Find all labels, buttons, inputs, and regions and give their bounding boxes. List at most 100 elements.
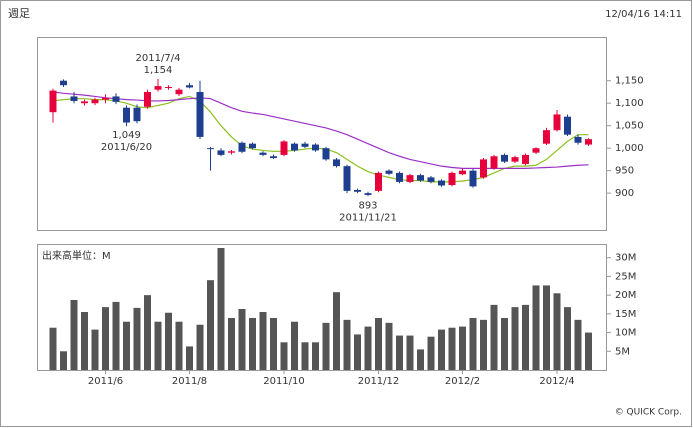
candle-body <box>81 101 88 104</box>
candle-body <box>448 172 456 186</box>
candle-body <box>301 143 309 147</box>
volume-bar <box>175 321 183 370</box>
annotation-date: 2011/7/4 <box>136 53 181 64</box>
candle-body <box>259 152 267 155</box>
candle-body <box>364 193 372 195</box>
volume-bar <box>270 317 277 370</box>
volume-bar <box>322 322 330 370</box>
volume-bar <box>165 312 172 370</box>
candle-body <box>343 166 351 191</box>
x-tick-label: 2011/8 <box>172 376 207 387</box>
candle-body <box>123 107 130 123</box>
candle-body <box>217 150 225 155</box>
annotation-date: 2011/11/21 <box>339 212 397 223</box>
candle-body <box>144 91 151 107</box>
candle-body <box>175 89 183 95</box>
price-panel <box>37 37 607 231</box>
volume-bar <box>70 300 78 370</box>
volume-bar <box>291 321 298 370</box>
volume-bar <box>585 332 592 370</box>
volume-bar <box>564 307 571 370</box>
volume-bar <box>375 317 382 370</box>
volume-bar <box>60 351 67 370</box>
candle-body <box>396 172 403 182</box>
volume-bar <box>406 335 414 370</box>
candle-body <box>322 148 330 160</box>
y-tick-label: 15M <box>615 309 636 320</box>
timestamp: 12/04/16 14:11 <box>605 9 682 20</box>
volume-bar <box>280 342 288 370</box>
x-tick-label: 2011/6 <box>88 376 123 387</box>
y-tick-label: 1,050 <box>615 121 644 132</box>
volume-bar <box>196 324 204 370</box>
y-tick-label: 1,150 <box>615 76 644 87</box>
candle-body <box>532 148 540 153</box>
candle-body <box>553 114 561 131</box>
volume-bar <box>553 293 561 370</box>
x-tick-label: 2011/10 <box>263 376 305 387</box>
y-tick-label: 900 <box>615 188 634 199</box>
y-tick-label: 20M <box>615 290 636 301</box>
candle-body <box>375 172 382 191</box>
candle-body <box>154 86 162 90</box>
volume-bar <box>574 319 582 370</box>
title: 週足 <box>8 7 30 20</box>
candle-body <box>522 154 529 164</box>
volume-bar <box>133 307 141 370</box>
candle-body <box>501 154 508 162</box>
volume-bar <box>249 317 256 370</box>
volume-bar <box>354 334 361 370</box>
candle-body <box>427 177 435 182</box>
candle-body <box>228 151 235 153</box>
moving-average <box>52 91 589 169</box>
candle-body <box>270 156 277 159</box>
volume-bar <box>532 285 540 370</box>
candle-body <box>459 170 466 175</box>
volume-bar <box>301 342 309 370</box>
volume-bar <box>228 317 235 370</box>
candle-body <box>480 159 487 178</box>
moving-average <box>52 95 589 183</box>
x-tick-label: 2012/2 <box>445 376 480 387</box>
candle-body <box>511 157 519 162</box>
candle-body <box>574 136 582 143</box>
candle-body <box>133 107 141 122</box>
volume-bar <box>385 322 393 370</box>
volume-bar <box>511 307 519 370</box>
candle-body <box>60 80 67 86</box>
candle-body <box>385 170 393 174</box>
candle-body <box>291 143 298 151</box>
y-tick-label: 10M <box>615 328 636 339</box>
volume-bar <box>144 295 151 370</box>
volume-bar <box>448 327 456 370</box>
volume-bar <box>112 301 120 370</box>
volume-bar <box>102 307 109 370</box>
candle-body <box>354 189 361 192</box>
volume-bar <box>217 247 225 370</box>
volume-bar <box>81 311 88 370</box>
annotation-date: 2011/6/20 <box>101 142 152 153</box>
annotation-value: 1,049 <box>112 130 141 141</box>
volume-bar <box>333 292 340 370</box>
volume-bar <box>343 319 351 370</box>
x-tick-label: 2012/4 <box>539 376 574 387</box>
candle-body <box>238 142 246 152</box>
candle-body <box>112 96 120 102</box>
volume-bar <box>154 321 162 370</box>
volume-bar <box>427 336 435 370</box>
candle-body <box>207 148 214 150</box>
candle-body <box>49 90 57 113</box>
candle-body <box>280 141 288 155</box>
volume-bar <box>91 329 99 370</box>
candle-body <box>543 130 550 144</box>
candle-body <box>249 143 256 149</box>
volume-panel <box>37 244 607 371</box>
candle-body <box>333 159 340 167</box>
volume-bar <box>259 311 267 370</box>
candle-body <box>585 139 592 145</box>
volume-bar <box>543 285 550 370</box>
volume-bar <box>207 280 214 370</box>
footer: © QUICK Corp. <box>615 408 682 418</box>
volume-unit: 出来高単位：M <box>42 249 111 262</box>
